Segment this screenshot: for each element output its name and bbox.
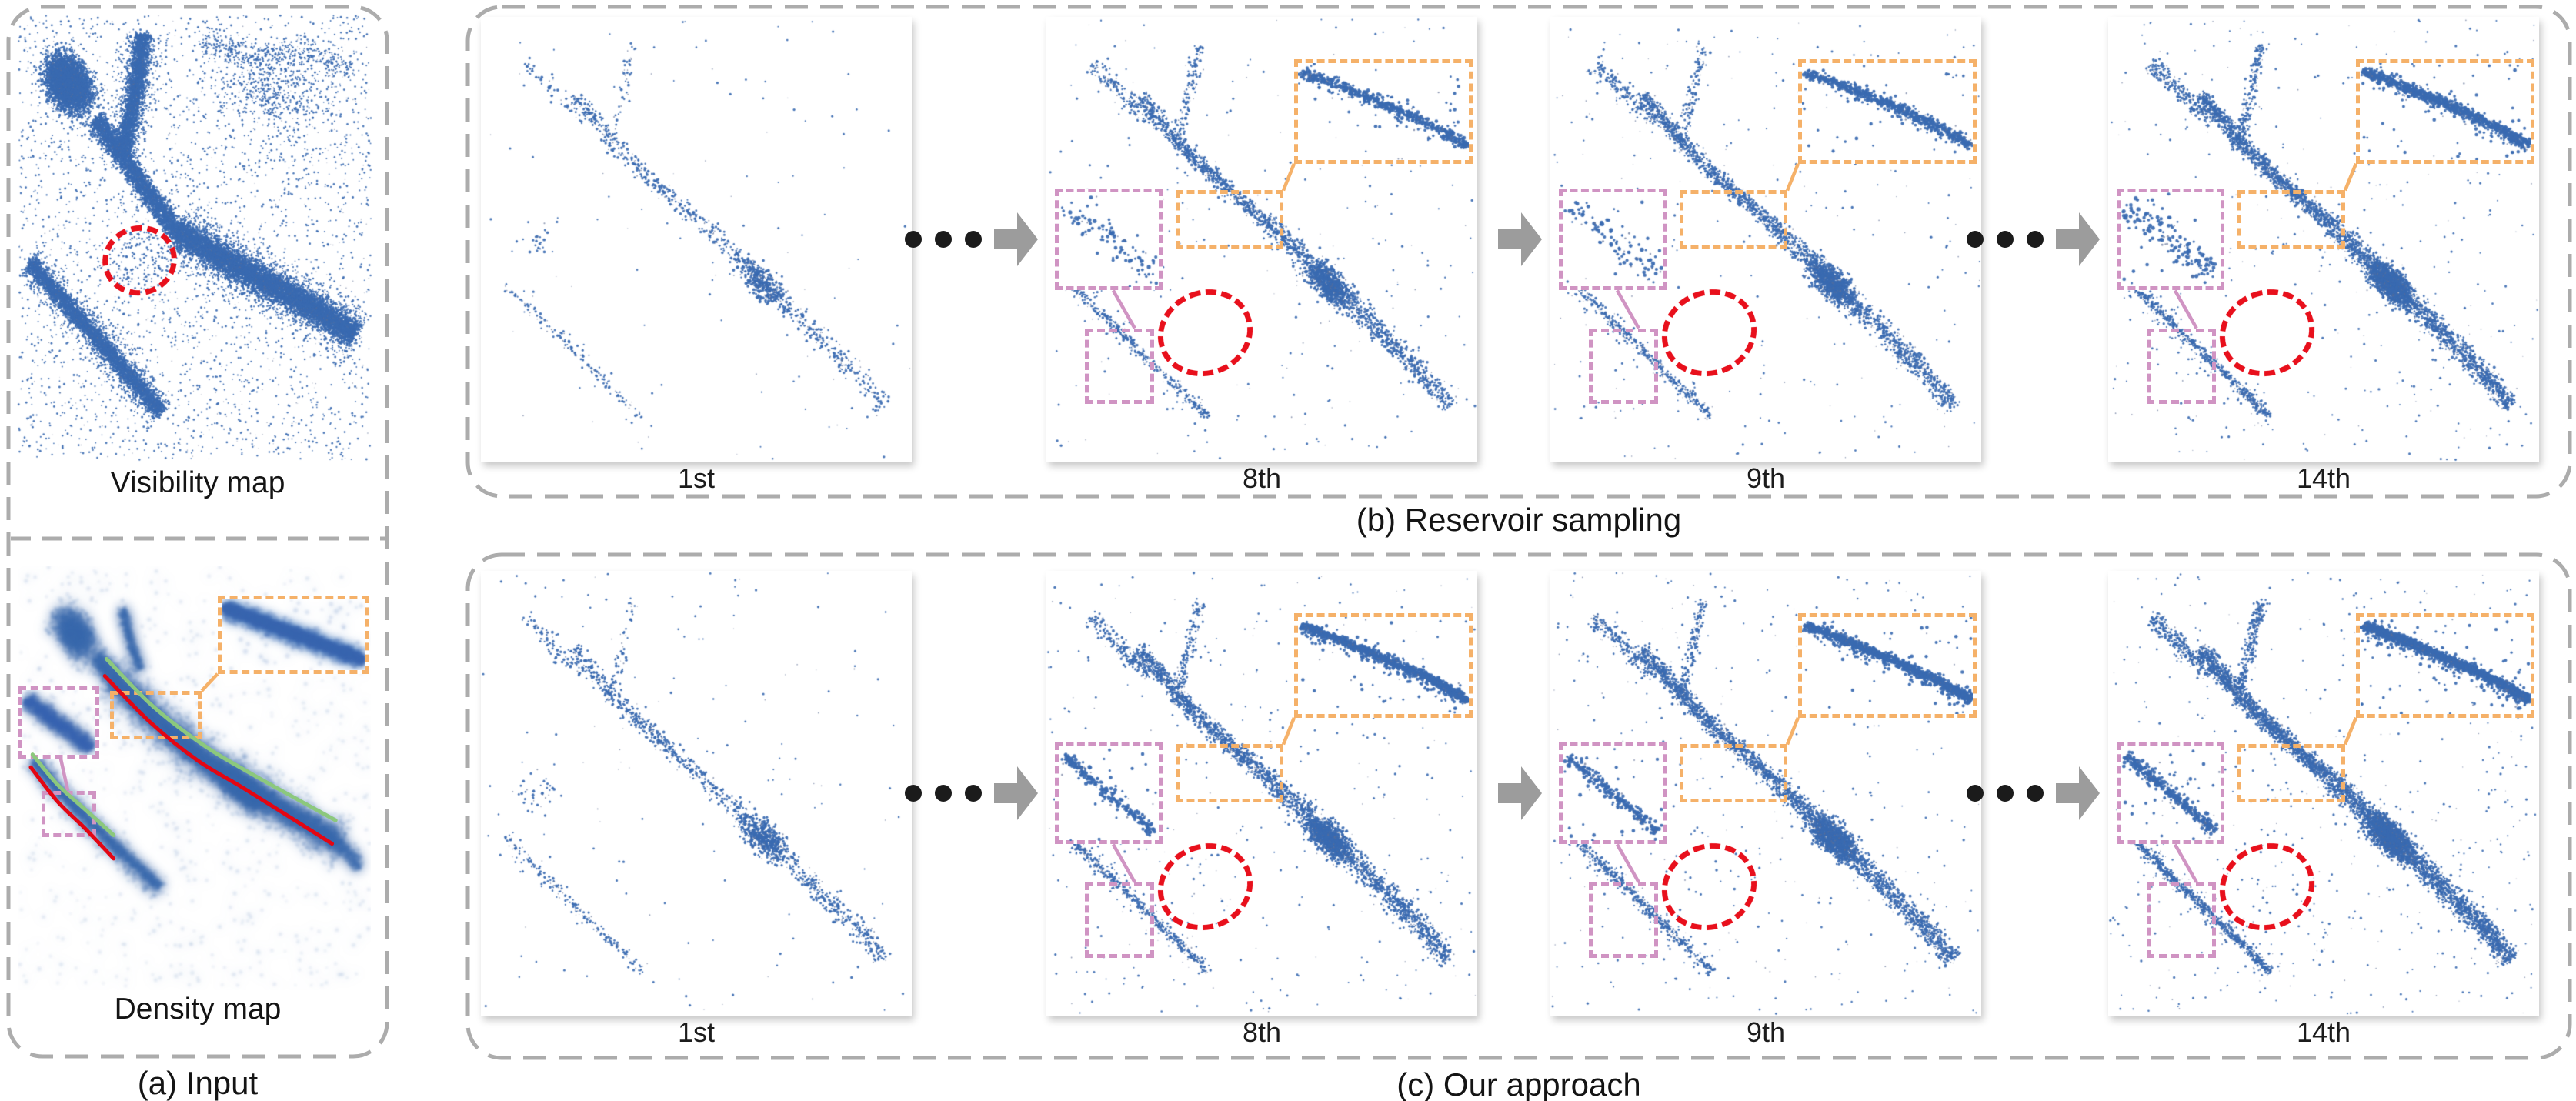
stage-label: 1st bbox=[677, 462, 716, 494]
input-panel: Visibility map Density map bbox=[6, 5, 389, 1059]
zoom-inset-orange-canvas bbox=[221, 599, 365, 670]
zoom-inset-orange-canvas bbox=[1298, 62, 1469, 160]
zoom-inset-pink-canvas bbox=[22, 690, 95, 756]
zoom-source-box-orange bbox=[1176, 744, 1283, 802]
zoom-inset-orange bbox=[1798, 612, 1977, 718]
arrow-right-icon bbox=[1498, 766, 1542, 820]
zoom-source-box-orange bbox=[1176, 190, 1283, 249]
zoom-source-box-orange bbox=[110, 690, 202, 740]
ellipsis-icon bbox=[905, 785, 982, 802]
stage-label: 1st bbox=[677, 1016, 716, 1048]
zoom-source-box-orange bbox=[1680, 744, 1787, 802]
scatter-canvas bbox=[481, 17, 912, 462]
zoom-inset-orange bbox=[1798, 58, 1977, 164]
caption-ours: (c) Our approach bbox=[1396, 1066, 1641, 1101]
stage-label: 9th bbox=[1746, 462, 1786, 494]
zoom-source-box-pink bbox=[41, 790, 96, 838]
zoom-inset-orange-canvas bbox=[1802, 62, 1973, 160]
stage-label: 9th bbox=[1746, 1016, 1786, 1048]
scatter-plot-c-9th: 9th bbox=[1550, 571, 1981, 1048]
annotations-overlay bbox=[2108, 17, 2539, 462]
zoom-inset-pink bbox=[2117, 742, 2225, 845]
ellipsis-icon bbox=[1967, 785, 2044, 802]
missing-region-ellipse bbox=[2207, 829, 2329, 945]
zoom-source-box-pink bbox=[1589, 328, 1658, 404]
zoom-inset-orange bbox=[217, 595, 369, 674]
density-map-annotations bbox=[18, 566, 371, 990]
visibility-map-canvas bbox=[17, 14, 372, 462]
scatter-plot-b-1st: 1st bbox=[481, 17, 912, 494]
zoom-inset-orange bbox=[2356, 58, 2535, 164]
zoom-inset-pink-canvas bbox=[2121, 192, 2221, 287]
missing-region-ellipse bbox=[1649, 829, 1771, 945]
missing-region-ellipse bbox=[2207, 275, 2329, 391]
zoom-inset-pink bbox=[1055, 188, 1163, 291]
visibility-map-label: Visibility map bbox=[110, 466, 285, 499]
zoom-source-box-pink bbox=[1085, 882, 1154, 958]
zoom-inset-orange-canvas bbox=[2360, 616, 2531, 714]
annotations-overlay bbox=[1046, 17, 1477, 462]
ellipsis-icon bbox=[1967, 231, 2044, 248]
zoom-source-box-orange bbox=[2237, 190, 2345, 249]
zoom-inset-pink-canvas bbox=[1059, 192, 1160, 287]
arrow-right-icon bbox=[2056, 212, 2100, 266]
zoom-source-box-orange bbox=[1680, 190, 1787, 249]
zoom-inset-orange-canvas bbox=[1802, 616, 1973, 714]
scatter-plot-c-1st: 1st bbox=[481, 571, 912, 1048]
arrow-right-icon bbox=[2056, 766, 2100, 820]
scatter-plot-b-8th: 8th bbox=[1046, 17, 1477, 494]
zoom-inset-orange bbox=[1294, 612, 1473, 718]
arrow-right-icon bbox=[994, 212, 1038, 266]
annotations-overlay bbox=[1550, 571, 1981, 1016]
annotations-overlay bbox=[1550, 17, 1981, 462]
zoom-inset-orange bbox=[1294, 58, 1473, 164]
stage-label: 8th bbox=[1242, 1016, 1282, 1048]
ellipsis-icon bbox=[905, 231, 982, 248]
stage-label: 14th bbox=[2296, 462, 2351, 494]
annotations-overlay bbox=[2108, 571, 2539, 1016]
missing-region-ellipse bbox=[1649, 275, 1771, 391]
scatter-plot-b-9th: 9th bbox=[1550, 17, 1981, 494]
zoom-inset-orange-canvas bbox=[2360, 62, 2531, 160]
zoom-inset-pink bbox=[2117, 188, 2225, 291]
zoom-inset-pink bbox=[18, 686, 100, 759]
zoom-inset-pink-canvas bbox=[1563, 746, 1663, 841]
stage-label: 8th bbox=[1242, 462, 1282, 494]
zoom-inset-pink-canvas bbox=[1059, 746, 1160, 841]
scatter-canvas bbox=[481, 571, 912, 1016]
zoom-source-box-pink bbox=[1589, 882, 1658, 958]
annotations-overlay bbox=[1046, 571, 1477, 1016]
zoom-source-box-pink bbox=[2147, 328, 2216, 404]
zoom-inset-orange-canvas bbox=[1298, 616, 1469, 714]
stage-label: 14th bbox=[2296, 1016, 2351, 1048]
arrow-right-icon bbox=[994, 766, 1038, 820]
density-map-label: Density map bbox=[114, 993, 282, 1026]
zoom-inset-pink-canvas bbox=[2121, 746, 2221, 841]
caption-input: (a) Input bbox=[137, 1065, 259, 1101]
missing-region-ellipse bbox=[1145, 829, 1267, 945]
zoom-inset-pink-canvas bbox=[1563, 192, 1663, 287]
arrow-right-icon bbox=[1498, 212, 1542, 266]
zoom-inset-pink bbox=[1559, 188, 1667, 291]
zoom-inset-pink bbox=[1559, 742, 1667, 845]
caption-reservoir: (b) Reservoir sampling bbox=[1356, 502, 1682, 538]
zoom-inset-orange bbox=[2356, 612, 2535, 718]
zoom-source-box-pink bbox=[1085, 328, 1154, 404]
scatter-plot-c-14th: 14th bbox=[2108, 571, 2539, 1048]
scatter-plot-b-14th: 14th bbox=[2108, 17, 2539, 494]
zoom-inset-pink bbox=[1055, 742, 1163, 845]
missing-region-ellipse bbox=[1145, 275, 1267, 391]
zoom-source-box-pink bbox=[2147, 882, 2216, 958]
scatter-plot-c-8th: 8th bbox=[1046, 571, 1477, 1048]
zoom-source-box-orange bbox=[2237, 744, 2345, 802]
